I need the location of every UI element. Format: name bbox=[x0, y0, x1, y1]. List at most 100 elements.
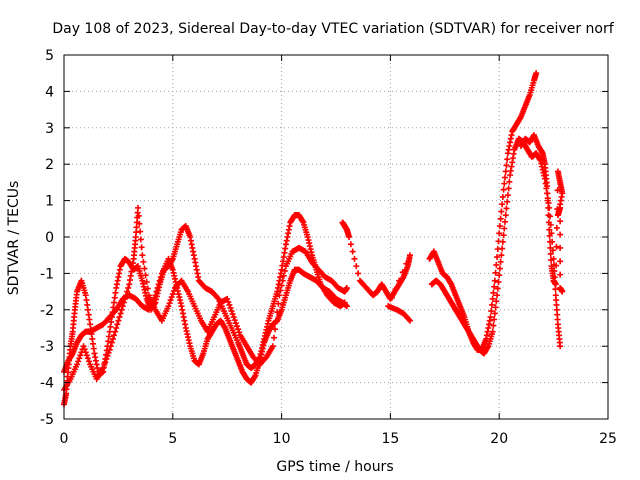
data-point bbox=[406, 317, 413, 324]
data-point bbox=[76, 355, 83, 362]
data-point bbox=[121, 295, 128, 302]
data-point bbox=[490, 322, 497, 329]
series-group bbox=[339, 219, 413, 324]
data-point bbox=[553, 262, 560, 269]
data-point bbox=[494, 254, 501, 261]
data-point bbox=[557, 343, 564, 350]
data-point bbox=[165, 303, 172, 310]
data-series bbox=[61, 70, 566, 408]
data-point bbox=[505, 185, 512, 192]
data-point bbox=[496, 265, 503, 272]
data-point bbox=[167, 297, 174, 304]
data-point bbox=[86, 358, 93, 365]
data-point bbox=[104, 352, 111, 359]
data-point bbox=[498, 252, 505, 259]
grid bbox=[64, 55, 608, 419]
data-point bbox=[109, 335, 116, 342]
data-point bbox=[544, 190, 551, 197]
data-point bbox=[546, 232, 553, 239]
data-point bbox=[504, 156, 511, 163]
x-tick-label: 10 bbox=[273, 431, 291, 447]
data-point bbox=[490, 289, 497, 296]
data-point bbox=[137, 228, 144, 235]
data-point bbox=[100, 365, 107, 372]
data-point bbox=[557, 218, 564, 225]
data-point bbox=[169, 291, 176, 298]
data-point bbox=[277, 287, 284, 294]
y-tick-label: 3 bbox=[45, 121, 54, 137]
plot-frame bbox=[63, 54, 609, 420]
data-point bbox=[113, 325, 120, 331]
data-point bbox=[346, 234, 353, 240]
data-point bbox=[559, 288, 566, 295]
data-point bbox=[123, 292, 130, 299]
data-point bbox=[502, 174, 509, 181]
data-point bbox=[75, 358, 82, 365]
series-group bbox=[517, 132, 566, 295]
data-point bbox=[488, 308, 495, 315]
x-tick-label: 20 bbox=[490, 431, 508, 447]
data-point bbox=[553, 243, 560, 250]
data-point bbox=[236, 329, 243, 336]
data-point bbox=[227, 304, 234, 311]
data-point bbox=[140, 258, 147, 265]
chart-title: Day 108 of 2023, Sidereal Day-to-day VTE… bbox=[52, 21, 614, 37]
data-point bbox=[105, 349, 112, 356]
data-point bbox=[546, 226, 553, 233]
data-point bbox=[557, 231, 564, 238]
x-tick-label: 25 bbox=[599, 431, 617, 447]
data-point bbox=[495, 278, 502, 285]
data-point bbox=[557, 271, 564, 278]
data-point bbox=[502, 212, 509, 219]
data-point bbox=[112, 328, 119, 335]
data-point bbox=[499, 193, 506, 200]
data-point bbox=[494, 285, 501, 292]
data-point bbox=[489, 295, 496, 302]
data-point bbox=[492, 269, 499, 276]
data-point bbox=[142, 272, 149, 279]
data-point bbox=[116, 314, 123, 321]
data-point bbox=[396, 277, 403, 284]
data-point bbox=[82, 349, 89, 356]
data-point bbox=[117, 310, 124, 317]
data-point bbox=[499, 245, 506, 252]
data-point bbox=[281, 267, 288, 274]
x-tick-label: 5 bbox=[168, 431, 177, 447]
data-point bbox=[114, 321, 121, 328]
data-point bbox=[500, 232, 507, 239]
data-point bbox=[545, 219, 552, 226]
data-point bbox=[503, 205, 510, 212]
data-point bbox=[496, 223, 503, 230]
data-point bbox=[77, 352, 84, 359]
data-point bbox=[497, 215, 504, 222]
data-point bbox=[231, 317, 238, 324]
data-point bbox=[275, 300, 282, 307]
data-point bbox=[279, 277, 286, 284]
data-point bbox=[224, 295, 231, 302]
y-tick-label: 2 bbox=[45, 157, 54, 173]
data-point bbox=[273, 317, 280, 324]
data-point bbox=[497, 258, 504, 265]
data-point bbox=[557, 244, 564, 251]
data-point bbox=[406, 252, 413, 259]
data-point bbox=[83, 352, 90, 359]
data-point bbox=[499, 201, 506, 208]
y-tick-label: -5 bbox=[40, 412, 54, 428]
y-axis-label: SDTVAR / TECUs bbox=[6, 181, 22, 296]
data-point bbox=[124, 288, 131, 295]
data-point bbox=[494, 292, 501, 299]
data-point bbox=[506, 178, 513, 185]
data-point bbox=[156, 277, 163, 284]
data-point bbox=[351, 255, 358, 262]
data-point bbox=[544, 197, 551, 204]
data-point bbox=[496, 230, 503, 237]
y-tick-label: -2 bbox=[40, 303, 54, 319]
tick-labels: 0 5 10 15 20 25 -5 -4 -3 -2 -1 0 1 2 3 4 5 bbox=[40, 48, 617, 447]
data-point bbox=[270, 334, 277, 341]
data-point bbox=[501, 225, 508, 232]
data-point bbox=[81, 346, 88, 353]
data-point bbox=[269, 343, 276, 350]
data-point bbox=[141, 265, 148, 272]
